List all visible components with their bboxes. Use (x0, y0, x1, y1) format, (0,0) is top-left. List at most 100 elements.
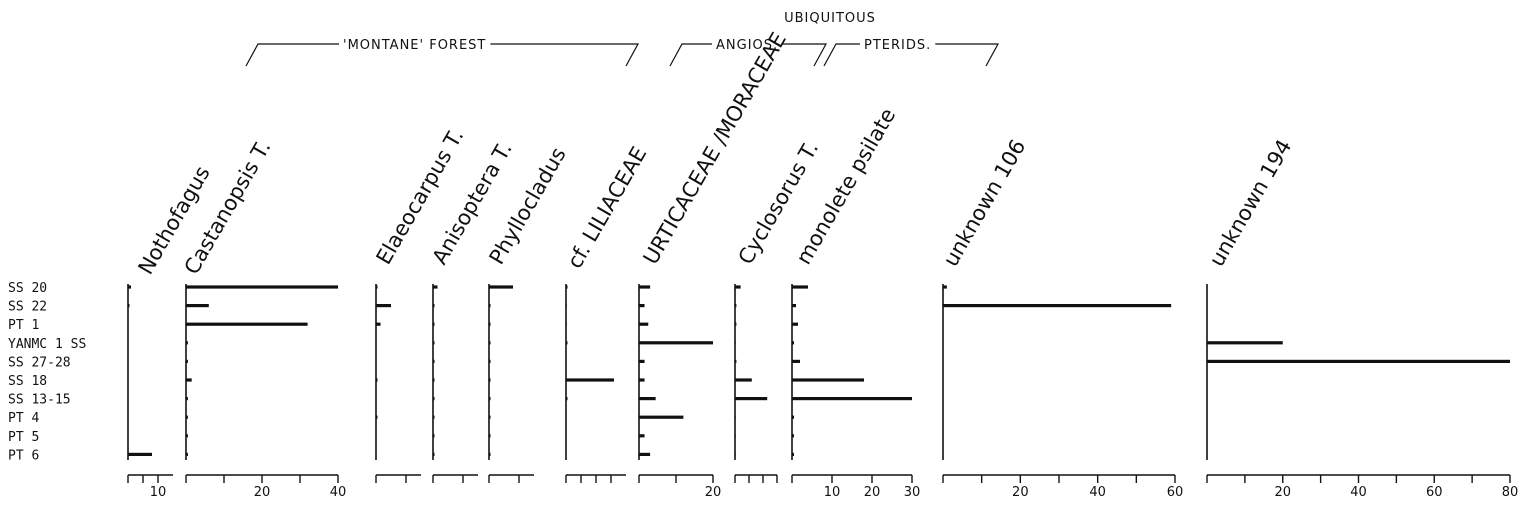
data-bar (376, 285, 378, 289)
data-bar (433, 322, 435, 326)
sample-label: SS 22 (8, 300, 47, 315)
data-bar (735, 452, 736, 456)
data-bar (128, 452, 152, 456)
data-bar (433, 452, 435, 456)
data-bar (566, 341, 568, 345)
data-bar (639, 434, 645, 438)
data-bar (735, 341, 736, 345)
group-label: PTERIDS. (864, 38, 931, 53)
data-bar (433, 304, 435, 308)
data-bar (792, 322, 798, 326)
data-bar (735, 415, 736, 419)
data-bar (186, 397, 188, 401)
tick-label: 20 (1274, 485, 1291, 500)
data-bar (639, 304, 645, 308)
data-bar (943, 285, 947, 289)
data-bar (735, 397, 768, 401)
data-bar (566, 304, 567, 308)
data-bar (433, 359, 435, 363)
data-bar (433, 397, 435, 401)
data-bar (792, 304, 796, 308)
tick-label: 20 (864, 485, 881, 500)
series-label: unknown 194 (1205, 135, 1297, 270)
data-bar (735, 378, 752, 382)
data-bar (639, 452, 651, 456)
data-bar (489, 452, 491, 456)
sample-label: SS 18 (8, 374, 47, 389)
data-bar (489, 341, 491, 345)
taxon-panel: Elaeocarpus T. (372, 125, 468, 483)
data-bar (489, 322, 491, 326)
data-bar (792, 434, 794, 438)
sample-label: SS 20 (8, 281, 47, 296)
data-bar (489, 285, 513, 289)
data-bar (186, 285, 338, 289)
data-bar (639, 378, 645, 382)
data-bar (186, 378, 192, 382)
data-bar (792, 359, 800, 363)
data-bar (566, 378, 614, 382)
taxon-panel: Cyclosorus T. (734, 137, 823, 483)
group-label: ANGIOS. (716, 38, 778, 53)
data-bar (792, 397, 912, 401)
data-bar (792, 341, 794, 345)
sample-label: SS 13-15 (8, 393, 71, 408)
data-bar (489, 434, 491, 438)
data-bar (376, 322, 381, 326)
sample-label: PT 5 (8, 430, 39, 445)
tick-label: 20 (254, 485, 271, 500)
data-bar (792, 452, 794, 456)
tick-label: 10 (150, 485, 167, 500)
data-bar (433, 285, 438, 289)
group-bracket: 'MONTANE' FOREST (245, 38, 640, 67)
data-bar (639, 285, 651, 289)
data-bar (735, 304, 737, 308)
data-bar (186, 452, 188, 456)
sample-label: YANMC 1 SS (8, 337, 86, 352)
data-bar (639, 341, 713, 345)
taxon-panel: unknown 194 20 40 60 80 (1205, 135, 1519, 500)
data-bar (735, 359, 737, 363)
data-bar (489, 359, 491, 363)
sample-label: PT 6 (8, 448, 39, 463)
tick-label: 60 (1167, 485, 1184, 500)
data-bar (943, 304, 1172, 308)
data-bar (566, 285, 568, 289)
data-bar (735, 285, 741, 289)
data-bar (186, 359, 188, 363)
sample-labels: SS 20 SS 22 PT 1 YANMC 1 SS SS 27-28 SS 18 SS … (8, 281, 86, 463)
data-bar (566, 322, 567, 326)
taxon-panel: Anisoptera T. (428, 138, 517, 483)
taxon-panel: unknown 106 20 40 60 (939, 135, 1184, 500)
data-bar (639, 322, 649, 326)
ecological-groups: 'MONTANE' FOREST ANGIOS. PTERIDS. UBIQUITOU… (245, 11, 1000, 67)
data-bar (433, 341, 435, 345)
group-label: 'MONTANE' FOREST (343, 38, 486, 53)
data-bar (792, 378, 864, 382)
data-bar (186, 415, 188, 419)
data-bar (128, 304, 130, 308)
tick-label: 20 (705, 485, 722, 500)
series-label: unknown 106 (939, 135, 1031, 270)
data-bar (639, 359, 645, 363)
tick-label: 10 (824, 485, 841, 500)
taxon-panel: cf. LILIACEAE (563, 143, 651, 483)
data-bar (1207, 341, 1283, 345)
data-bar (186, 304, 209, 308)
data-bar (128, 285, 131, 289)
data-bar (639, 415, 684, 419)
group-bracket: ANGIOS. (669, 38, 828, 67)
data-bar (186, 341, 188, 345)
data-bar (376, 304, 391, 308)
data-bar (376, 415, 378, 419)
data-bar (433, 378, 435, 382)
group-bracket: PTERIDS. (823, 38, 1000, 67)
data-bar (433, 434, 435, 438)
group-label: UBIQUITOUS (784, 11, 876, 26)
data-bar (792, 415, 794, 419)
data-bar (376, 378, 378, 382)
